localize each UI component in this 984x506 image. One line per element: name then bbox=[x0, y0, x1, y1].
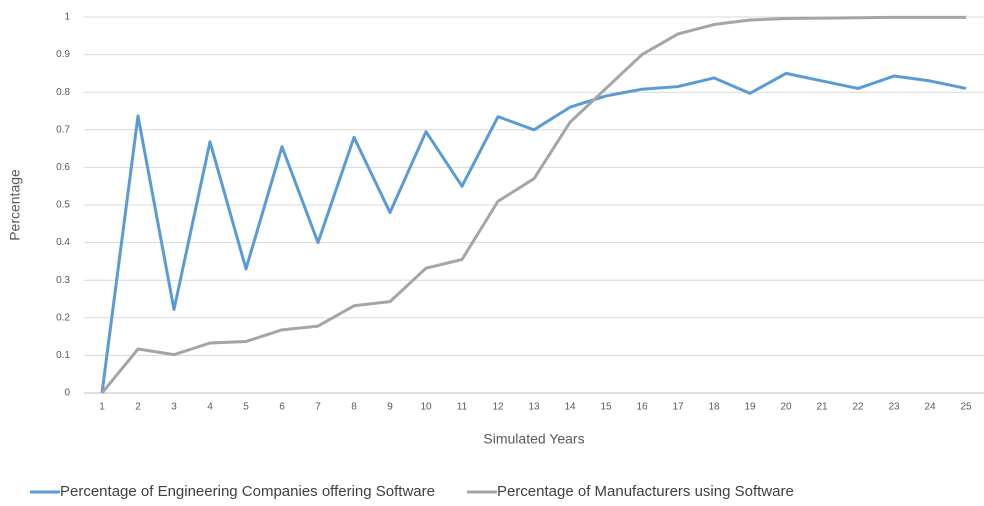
x-tick-label: 22 bbox=[852, 402, 864, 413]
x-tick-label: 4 bbox=[207, 402, 213, 413]
x-tick-label: 13 bbox=[528, 402, 540, 413]
x-tick-label: 2 bbox=[135, 402, 141, 413]
x-tick-label: 8 bbox=[351, 402, 357, 413]
x-axis-title: Simulated Years bbox=[483, 431, 584, 447]
x-tick-label: 21 bbox=[816, 402, 828, 413]
y-tick-label: 0 bbox=[64, 388, 70, 399]
data-line bbox=[100, 15, 966, 394]
y-tick-label: 0.4 bbox=[56, 237, 70, 248]
x-tick-label: 17 bbox=[672, 402, 684, 413]
x-tick-label: 9 bbox=[387, 402, 393, 413]
x-tick-label: 24 bbox=[924, 402, 936, 413]
legend-label: Percentage of Manufacturers using Softwa… bbox=[497, 483, 794, 500]
y-tick-label: 0.9 bbox=[56, 49, 70, 60]
x-tick-label: 16 bbox=[636, 402, 648, 413]
y-tick-label: 0.5 bbox=[56, 200, 70, 211]
x-tick-label: 6 bbox=[279, 402, 285, 413]
y-tick-label: 0.2 bbox=[56, 312, 70, 323]
data-line bbox=[100, 71, 967, 394]
y-tick-label: 1 bbox=[64, 12, 70, 23]
x-tick-label: 3 bbox=[171, 402, 177, 413]
y-axis-title: Percentage bbox=[7, 169, 23, 241]
y-tick-label: 0.3 bbox=[56, 275, 70, 286]
y-tick-label: 0.1 bbox=[56, 350, 70, 361]
x-tick-label: 12 bbox=[492, 402, 504, 413]
x-tick-label: 14 bbox=[564, 402, 576, 413]
x-tick-label: 23 bbox=[888, 402, 900, 413]
x-tick-label: 5 bbox=[243, 402, 249, 413]
x-tick-label: 20 bbox=[780, 402, 792, 413]
x-tick-label: 18 bbox=[708, 402, 720, 413]
x-tick-label: 11 bbox=[457, 402, 468, 413]
y-tick-label: 0.8 bbox=[56, 87, 70, 98]
x-tick-label: 10 bbox=[420, 402, 432, 413]
y-tick-label: 0.7 bbox=[56, 124, 70, 135]
x-tick-label: 15 bbox=[600, 402, 612, 413]
legend-label: Percentage of Engineering Companies offe… bbox=[60, 483, 435, 500]
x-tick-label: 25 bbox=[960, 402, 972, 413]
x-tick-label: 1 bbox=[99, 402, 105, 413]
x-tick-label: 7 bbox=[315, 402, 321, 413]
y-tick-label: 0.6 bbox=[56, 162, 70, 173]
x-tick-label: 19 bbox=[744, 402, 756, 413]
